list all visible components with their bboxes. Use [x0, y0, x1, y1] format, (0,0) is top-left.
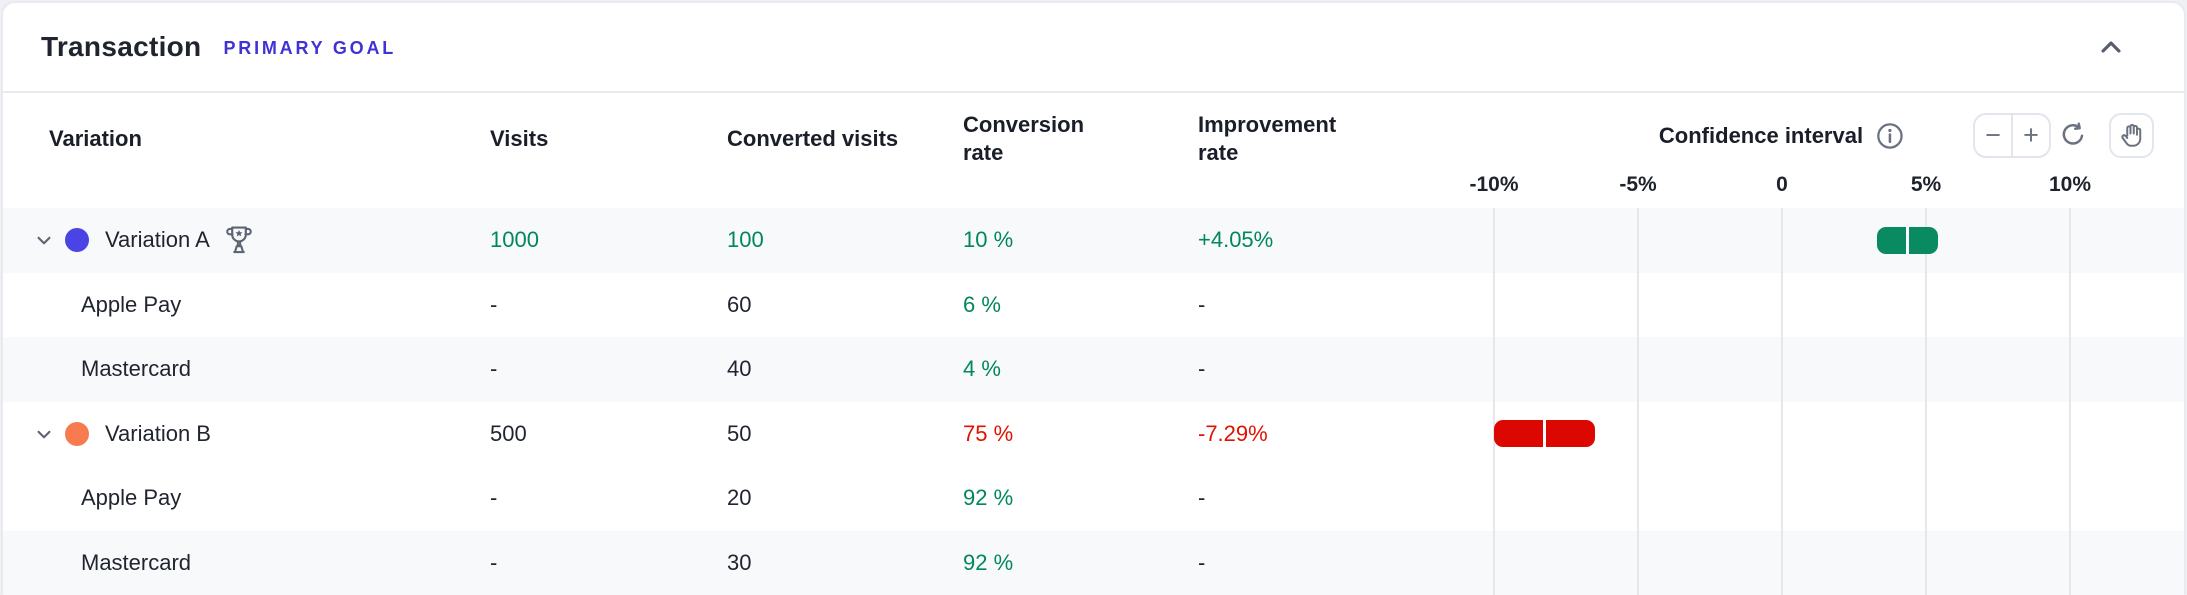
variation-color-dot [65, 228, 89, 252]
converted-cell: 40 [727, 337, 751, 402]
reset-chart-button[interactable] [2057, 120, 2089, 152]
confidence-interval-marker [1543, 420, 1546, 447]
column-header-visits: Visits [490, 93, 548, 185]
confidence-interval-bar [1494, 420, 1595, 447]
visits-cell: - [490, 337, 497, 402]
row-label: Apple Pay [81, 485, 181, 511]
table-header: Variation Visits Converted visits Conver… [3, 93, 2184, 208]
axis-tick-label: -5% [1619, 173, 1656, 197]
row-label: Mastercard [81, 356, 191, 382]
row-head: Apple Pay [81, 466, 181, 531]
column-header-confidence-interval: Confidence interval [1659, 121, 1905, 151]
sub-goal-row: Apple Pay - 60 6 % - [3, 273, 2184, 338]
axis-tick-label: 0 [1776, 173, 1788, 197]
chart-zoom-control: − + [1973, 113, 2051, 158]
minus-icon: − [1985, 120, 2001, 150]
goal-title-bar: Transaction PRIMARY GOAL [3, 3, 2184, 93]
conversion-cell: 92 % [963, 531, 1013, 595]
gridline [1637, 208, 1639, 595]
conversion-cell: 10 % [963, 208, 1013, 273]
plus-icon: + [2023, 120, 2039, 150]
row-head: Mastercard [81, 531, 191, 595]
variation-row[interactable]: Variation A 1000 100 10 % +4.05% [3, 208, 2184, 273]
improvement-cell: - [1198, 466, 1205, 531]
row-label: Variation B [105, 421, 211, 447]
rotate-icon [2058, 138, 2088, 153]
axis-tick-label: 10% [2049, 173, 2091, 197]
chevron-down-icon[interactable] [31, 421, 57, 447]
sub-goal-row: Apple Pay - 20 92 % - [3, 466, 2184, 531]
improvement-cell: - [1198, 273, 1205, 338]
column-header-improvement-rate: Improvement rate [1198, 93, 1368, 185]
column-header-conversion-rate: Conversion rate [963, 93, 1113, 185]
improvement-cell: -7.29% [1198, 402, 1268, 467]
row-head: Apple Pay [81, 273, 181, 338]
confidence-interval-bar [1877, 227, 1937, 254]
converted-cell: 30 [727, 531, 751, 595]
converted-cell: 20 [727, 466, 751, 531]
visits-cell: - [490, 531, 497, 595]
conversion-cell: 75 % [963, 402, 1013, 467]
column-header-converted-visits: Converted visits [727, 93, 898, 185]
pan-chart-button[interactable] [2109, 113, 2154, 158]
winner-trophy-icon [222, 223, 256, 257]
results-rows: Variation A 1000 100 10 % +4.05% Apple Pay - 60… [3, 208, 2184, 595]
confidence-interval-label: Confidence interval [1659, 123, 1863, 149]
sub-goal-row: Mastercard - 30 92 % - [3, 531, 2184, 595]
visits-cell: - [490, 466, 497, 531]
row-label: Apple Pay [81, 292, 181, 318]
hand-icon [2117, 121, 2147, 151]
row-head: Variation A [31, 208, 256, 273]
converted-cell: 60 [727, 273, 751, 338]
zoom-out-button[interactable]: − [1975, 115, 2013, 156]
axis-tick-label: -10% [1469, 173, 1518, 197]
improvement-cell: +4.05% [1198, 208, 1273, 273]
gridline [1781, 208, 1783, 595]
conversion-cell: 6 % [963, 273, 1001, 338]
converted-cell: 50 [727, 402, 751, 467]
row-head: Variation B [31, 402, 211, 467]
row-label: Mastercard [81, 550, 191, 576]
variation-row[interactable]: Variation B 500 50 75 % -7.29% [3, 402, 2184, 467]
converted-cell: 100 [727, 208, 764, 273]
chevron-up-icon [2092, 54, 2130, 69]
row-label: Variation A [105, 227, 210, 253]
visits-cell: 500 [490, 402, 527, 467]
variation-color-dot [65, 422, 89, 446]
improvement-cell: - [1198, 531, 1205, 595]
gridline [1925, 208, 1927, 595]
row-head: Mastercard [81, 337, 191, 402]
improvement-cell: - [1198, 337, 1205, 402]
visits-cell: 1000 [490, 208, 539, 273]
chevron-down-icon[interactable] [31, 227, 57, 253]
axis-tick-label: 5% [1911, 173, 1941, 197]
gridline [2069, 208, 2071, 595]
conversion-cell: 92 % [963, 466, 1013, 531]
primary-goal-badge: PRIMARY GOAL [223, 38, 396, 59]
gridline [1493, 208, 1495, 595]
confidence-interval-marker [1906, 227, 1909, 254]
info-icon[interactable] [1875, 121, 1905, 151]
column-header-variation: Variation [49, 93, 142, 185]
goal-title: Transaction [41, 31, 201, 63]
visits-cell: - [490, 273, 497, 338]
conversion-cell: 4 % [963, 337, 1001, 402]
sub-goal-row: Mastercard - 40 4 % - [3, 337, 2184, 402]
zoom-in-button[interactable]: + [2013, 115, 2049, 156]
collapse-section-button[interactable] [2090, 27, 2132, 69]
